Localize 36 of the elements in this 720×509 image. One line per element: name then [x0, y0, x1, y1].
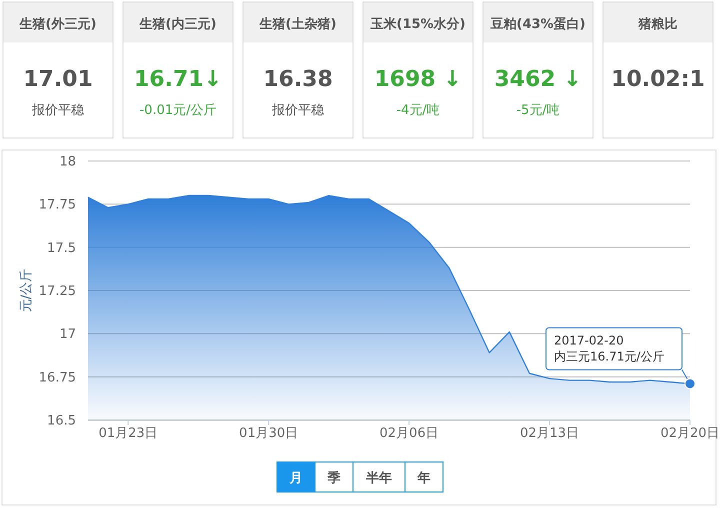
- y-tick-label: 17.5: [47, 240, 76, 256]
- text: 季: [326, 470, 340, 486]
- x-tick-label: 01月23日: [98, 426, 158, 441]
- text: -5元/吨: [516, 103, 560, 118]
- text: 报价平稳: [271, 103, 324, 118]
- text: 10.02:1: [611, 67, 705, 92]
- annotation: 内三元16.71元/公斤: [554, 350, 664, 364]
- text: 年: [416, 471, 430, 486]
- text: 16.38: [263, 67, 333, 92]
- text: 豆粕(43%蛋白): [490, 17, 586, 32]
- text: -0.01元/公斤: [139, 103, 217, 118]
- text: 生猪(外三元): [18, 17, 96, 32]
- text: 1698 ↓: [374, 67, 462, 92]
- text: 17.01: [23, 67, 93, 92]
- text: 生猪(内三元): [138, 17, 216, 32]
- y-axis-title: 元/公斤: [19, 268, 34, 312]
- text: 16.71↓: [134, 67, 222, 92]
- text: 报价平稳: [31, 103, 84, 118]
- y-tick-label: 17.75: [38, 198, 76, 213]
- x-tick-label: 02月20日: [660, 426, 720, 441]
- x-tick-label: 01月30日: [239, 426, 298, 441]
- text: 3462 ↓: [494, 67, 582, 92]
- annotation: 2017-02-20: [554, 334, 624, 348]
- text: 半年: [365, 471, 392, 486]
- y-tick-label: 18: [59, 154, 76, 170]
- text: 玉米(15%水分): [370, 17, 466, 32]
- text: 生猪(土杂猪): [258, 17, 336, 32]
- text: 月: [288, 471, 302, 486]
- y-tick-label: 17: [59, 327, 76, 342]
- text: 猪粮比: [638, 16, 678, 32]
- x-tick-label: 02月06日: [380, 426, 439, 441]
- text: -4元/吨: [396, 103, 440, 118]
- x-tick-label: 02月13日: [520, 426, 580, 441]
- y-tick-label: 17.25: [38, 284, 76, 299]
- y-tick-label: 16.75: [38, 370, 76, 386]
- y-tick-label: 16.5: [47, 414, 76, 428]
